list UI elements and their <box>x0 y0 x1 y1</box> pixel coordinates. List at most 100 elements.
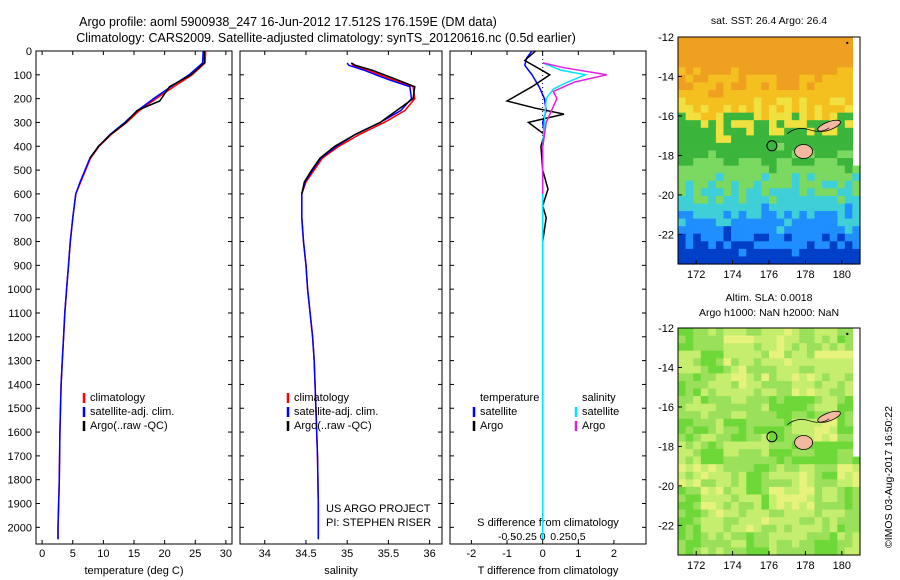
map-cell <box>685 67 694 76</box>
map-cell <box>799 456 808 465</box>
map-cell <box>678 388 687 397</box>
map-cell <box>753 449 762 458</box>
map-cell <box>791 547 800 556</box>
map-cell <box>678 158 687 167</box>
map-cell <box>806 188 816 197</box>
map-cell <box>753 502 762 511</box>
map-cell <box>746 524 755 533</box>
map-cell <box>814 127 823 136</box>
map-cell <box>806 524 816 533</box>
map-cell <box>753 105 762 114</box>
map-cell <box>746 532 755 541</box>
map-cell <box>784 226 793 235</box>
map-cell <box>693 52 702 61</box>
map-cell <box>731 127 740 136</box>
map-cell <box>753 350 762 359</box>
series-line-argo-raw-qc- <box>89 51 206 159</box>
map-cell <box>791 403 800 412</box>
map-cell <box>814 433 823 443</box>
map-cell <box>806 165 816 174</box>
map-cell <box>776 67 785 76</box>
map-cell <box>715 441 725 450</box>
map-cell <box>708 418 717 427</box>
map-cell <box>738 539 747 549</box>
x-top-tick-label: -0.25 <box>513 531 537 543</box>
series-line-argo <box>505 50 565 242</box>
map-cell <box>738 180 747 189</box>
depth-tick-label: 1900 <box>8 499 32 511</box>
map-cell <box>799 195 808 205</box>
map-cell <box>799 335 808 344</box>
map-cell <box>822 52 831 61</box>
map-cell <box>791 173 800 182</box>
map-title: sat. SST: 26.4 Argo: 26.4 <box>711 15 827 27</box>
map-cell <box>784 74 793 83</box>
map-cell <box>806 256 816 265</box>
map-cell <box>731 464 740 473</box>
map-cell <box>791 486 800 496</box>
x-tick-label: 10 <box>97 548 109 560</box>
map-cell <box>776 59 785 68</box>
map-cell <box>761 388 770 397</box>
map-cell <box>837 203 846 212</box>
map-cell <box>738 486 747 496</box>
map-cell <box>776 396 785 405</box>
map-cell <box>791 97 800 106</box>
map-cell <box>844 59 853 68</box>
map-cell <box>700 180 709 189</box>
x-tick-label: 2 <box>611 548 617 560</box>
map-cell <box>784 67 793 76</box>
title-line-1: Argo profile: aoml 5900938_247 16-Jun-20… <box>79 15 497 29</box>
map-cell <box>806 479 816 488</box>
map-cell <box>738 328 747 337</box>
map-cell <box>799 203 808 212</box>
map-cell <box>678 509 687 518</box>
map-cell <box>738 211 747 220</box>
map-cell <box>678 343 687 352</box>
map-cell <box>837 524 846 533</box>
map-cell <box>822 524 831 533</box>
map-cell <box>685 127 694 136</box>
map-cell <box>746 479 755 488</box>
map-cell <box>738 381 747 390</box>
map-cell <box>678 373 687 382</box>
map-cell <box>700 90 709 99</box>
map-cell <box>822 539 831 549</box>
map-cell <box>678 358 687 367</box>
map-cell <box>738 373 747 382</box>
map-cell <box>814 74 823 83</box>
map-cell <box>746 74 755 83</box>
map-cell <box>776 464 785 473</box>
map-cell <box>776 82 785 91</box>
map-cell <box>829 52 838 61</box>
map-cell <box>746 471 755 480</box>
map-cell <box>799 365 808 374</box>
map-cell <box>784 403 793 412</box>
map-cell <box>799 188 808 197</box>
map-cell <box>738 256 747 265</box>
map-cell <box>708 502 717 511</box>
map-cell <box>715 180 725 189</box>
map-cell <box>829 112 838 121</box>
map-cell <box>822 464 831 473</box>
map-cell <box>700 248 709 258</box>
map-cell <box>746 112 755 121</box>
map-cell <box>806 547 816 556</box>
map-cell <box>791 388 800 397</box>
map-cell <box>837 388 846 397</box>
map-cell <box>844 411 853 420</box>
map-cell <box>678 335 687 344</box>
map-cell <box>685 335 694 344</box>
map-cell <box>844 547 853 556</box>
map-cell <box>799 381 808 390</box>
map-cell <box>761 350 770 359</box>
map-cell <box>746 44 755 53</box>
map-cell <box>829 449 838 458</box>
map-cell <box>784 150 793 159</box>
map-cell <box>829 188 838 197</box>
map-cell <box>791 37 800 46</box>
map-cell <box>844 142 853 152</box>
map-cell <box>723 150 732 159</box>
depth-tick-label: 200 <box>14 94 32 106</box>
map-cell <box>708 381 717 390</box>
